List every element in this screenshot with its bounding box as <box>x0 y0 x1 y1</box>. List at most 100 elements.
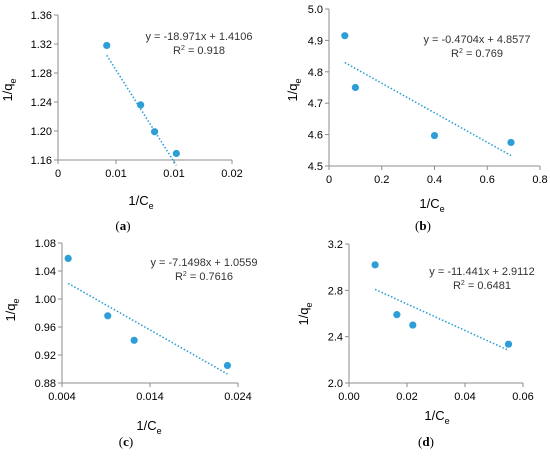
trendline-equation: y = -0.4704x + 4.8577 <box>423 34 530 46</box>
chart-panel-c: 0.88 0.92 0.96 1.00 1.04 1.08 0.004 0.014 0.024 y… <box>3 238 258 449</box>
superscript-two: 2 <box>181 45 185 52</box>
panel-label-close-paren: ) <box>126 218 130 233</box>
y-tick-label: 0.96 <box>35 322 56 334</box>
panel-label-open-paren: ( <box>415 218 419 233</box>
y-axis-title-main: 1/q <box>285 83 300 101</box>
r-squared-value: = 0.918 <box>185 45 225 57</box>
y-axis-title-main: 1/q <box>0 83 15 101</box>
r-squared-label: R2 = 0.769 <box>451 48 503 60</box>
x-axis-title: 1/Ce <box>128 193 153 211</box>
x-tick-label: 0 <box>326 174 332 186</box>
panel-label-letter: b <box>419 218 426 233</box>
x-tick-label: 0.04 <box>454 391 475 403</box>
r-squared-symbol: R <box>173 45 181 57</box>
y-tick-label: 3.2 <box>328 239 343 251</box>
y-axis-title: 1/qe <box>296 302 314 325</box>
y-tick-label: 5.0 <box>308 4 323 16</box>
y-axis-title-main: 1/q <box>296 307 311 325</box>
y-tick-label: 0.88 <box>35 378 56 390</box>
superscript-two: 2 <box>183 271 187 278</box>
trendline <box>67 282 228 375</box>
x-axis-title-main: 1/C <box>136 418 156 433</box>
data-point <box>223 361 232 370</box>
r-squared-symbol: R <box>453 280 461 292</box>
data-point <box>507 138 515 147</box>
y-tick-label: 1.36 <box>31 10 52 22</box>
r-squared-label: R2 = 0.918 <box>173 45 225 57</box>
r-squared-symbol: R <box>451 48 459 60</box>
panel-label-letter: c <box>123 434 129 449</box>
superscript-two: 2 <box>459 48 463 55</box>
x-axis-title: 1/Ce <box>136 418 161 436</box>
x-tick-label: 0.02 <box>396 391 417 403</box>
panel-label-close-paren: ) <box>129 434 133 449</box>
x-tick-label: 0.004 <box>48 391 76 403</box>
y-axis-title-main: 1/q <box>3 303 18 321</box>
panel-label-open-paren: ( <box>115 218 119 233</box>
y-tick-label: 1.24 <box>31 97 52 109</box>
x-tick-label: 0.02 <box>221 168 242 180</box>
panel-label: (b) <box>415 218 431 233</box>
x-axis-title-subscript: e <box>149 201 154 211</box>
y-tick-label: 2.8 <box>328 285 343 297</box>
x-tick-label: 0.024 <box>224 391 252 403</box>
data-point <box>371 261 379 269</box>
y-tick-label: 4.9 <box>308 35 323 47</box>
r-squared-value: = 0.6481 <box>465 280 511 292</box>
y-tick-label: 1.20 <box>31 126 52 138</box>
panel-label: (c) <box>119 434 133 449</box>
data-point <box>172 149 180 158</box>
y-tick-label: 1.16 <box>31 155 52 167</box>
data-point <box>130 336 138 344</box>
trendline <box>374 288 509 352</box>
data-point <box>351 83 359 92</box>
r-squared-value: = 0.769 <box>463 48 503 60</box>
data-point <box>64 254 72 262</box>
x-tick-label: 0.8 <box>532 174 547 186</box>
y-tick-label: 4.8 <box>308 67 323 79</box>
r-squared-label: R2 = 0.7616 <box>175 271 233 283</box>
y-tick-label: 2.0 <box>328 378 343 390</box>
data-point <box>137 101 145 109</box>
x-tick-label: 0.2 <box>374 174 389 186</box>
y-tick-label: 4.6 <box>308 130 323 142</box>
chart-panel-b: 4.5 4.6 4.7 4.8 4.9 5.0 0 0.2 0.4 0.6 0.8 y = -0.47… <box>285 4 548 233</box>
panel-label-open-paren: ( <box>418 434 422 449</box>
r-squared-symbol: R <box>175 271 183 283</box>
data-point <box>409 321 417 329</box>
y-tick-label: 1.32 <box>31 39 52 51</box>
y-axis-title-subscript: e <box>304 302 314 307</box>
panel-label-close-paren: ) <box>427 218 431 233</box>
data-point <box>103 41 111 50</box>
chart-panel-a: 1.16 1.20 1.24 1.28 1.32 1.36 0 0.01 0.01 0.02 y =… <box>0 10 253 233</box>
x-axis-title: 1/Ce <box>424 408 449 426</box>
x-tick-label: 0.06 <box>512 391 533 403</box>
y-tick-label: 1.04 <box>35 266 56 278</box>
data-point <box>504 340 513 348</box>
x-axis-title-subscript: e <box>440 204 445 214</box>
data-point <box>341 32 349 40</box>
panel-label-open-paren: ( <box>119 434 123 449</box>
x-axis-title: 1/Ce <box>419 196 444 214</box>
x-axis-title-main: 1/C <box>128 193 148 208</box>
x-axis-title-main: 1/C <box>424 408 444 423</box>
trendline-equation: y = -11.441x + 2.9112 <box>429 266 534 278</box>
y-axis-title-subscript: e <box>293 78 303 83</box>
y-tick-label: 1.00 <box>35 294 56 306</box>
y-axis-title-subscript: e <box>8 78 18 83</box>
trendline <box>106 54 177 166</box>
superscript-two: 2 <box>461 280 465 287</box>
x-axis-title-main: 1/C <box>419 196 439 211</box>
y-axis-title-subscript: e <box>11 298 21 303</box>
y-tick-label: 2.4 <box>328 332 343 344</box>
panel-label-letter: d <box>422 434 430 449</box>
data-point <box>150 128 159 136</box>
y-tick-label: 0.92 <box>35 350 56 362</box>
y-axis-title: 1/qe <box>0 78 18 101</box>
y-tick-label: 4.5 <box>308 161 323 173</box>
y-tick-label: 1.28 <box>31 68 52 80</box>
x-tick-label: 0.01 <box>105 168 126 180</box>
panel-label: (a) <box>115 218 130 233</box>
x-tick-label: 0.4 <box>427 174 442 186</box>
